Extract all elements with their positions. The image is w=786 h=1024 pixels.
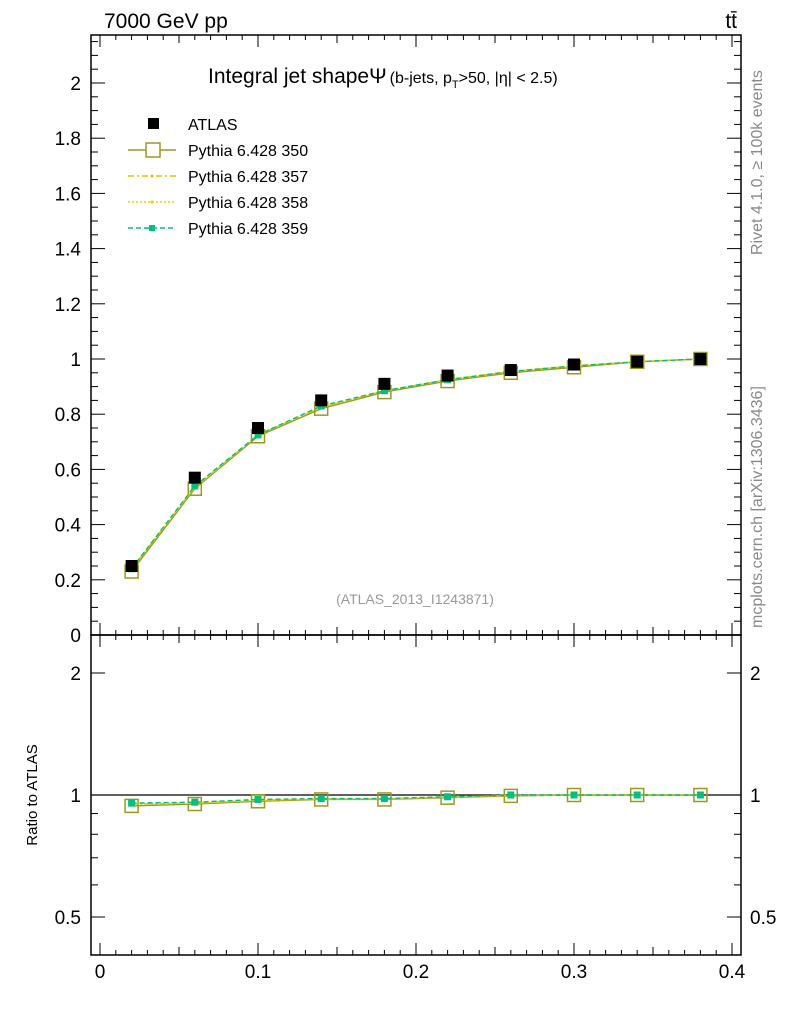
legend-atlas-marker bbox=[148, 118, 159, 129]
y-tick-label: 0 bbox=[70, 626, 81, 647]
pythia-350-marker bbox=[377, 792, 392, 807]
ratio-y-tick-label: 0.5 bbox=[55, 908, 81, 929]
atlas-data-point bbox=[378, 377, 391, 390]
ratio-y-tick-label-right: 1 bbox=[750, 786, 761, 807]
y-tick-label: 1.6 bbox=[55, 184, 81, 205]
legend-label: Pythia 6.428 350 bbox=[188, 143, 308, 160]
legend-label: Pythia 6.428 358 bbox=[188, 195, 308, 212]
atlas-data-point bbox=[694, 353, 707, 365]
ratio-y-tick-label: 1 bbox=[70, 786, 81, 807]
y-tick-label: 1.2 bbox=[55, 295, 81, 316]
pythia-359-marker bbox=[191, 798, 199, 806]
header-energy: 7000 GeV pp bbox=[104, 10, 228, 33]
pythia-350-marker bbox=[124, 798, 139, 814]
pythia-359-marker bbox=[570, 791, 578, 799]
legend-marker bbox=[149, 225, 155, 231]
ratio-ylabel: Ratio to ATLAS bbox=[24, 744, 41, 845]
rivet-label: Rivet 4.1.0, ≥ 100k events bbox=[749, 70, 766, 255]
ratio-y-tick-label: 2 bbox=[70, 664, 81, 685]
series-line-pythia-6-428-350 bbox=[131, 794, 701, 807]
pythia-359-marker bbox=[128, 799, 136, 807]
ratio-y-tick-label-right: 0.5 bbox=[750, 908, 776, 929]
pythia-350-marker bbox=[250, 794, 266, 809]
legend-marker bbox=[145, 142, 161, 158]
x-tick-label: 0.4 bbox=[719, 962, 746, 983]
x-tick-label: 0.3 bbox=[561, 962, 587, 983]
pythia-359-marker bbox=[254, 431, 262, 439]
atlas-data-point bbox=[631, 355, 644, 368]
legend-label: ATLAS bbox=[188, 117, 238, 134]
y-tick-label: 1.4 bbox=[55, 240, 82, 261]
y-tick-label: 0.8 bbox=[55, 405, 81, 426]
y-tick-label: 1.8 bbox=[55, 129, 81, 150]
atlas-data-point bbox=[504, 364, 517, 377]
chart-title: Integral jet shapeΨ (b-jets, pT>50, |η| <… bbox=[208, 65, 558, 91]
pythia-359-marker bbox=[380, 795, 388, 803]
pythia-359-marker bbox=[507, 791, 515, 799]
header-process: tt̄ bbox=[725, 10, 737, 33]
pythia-359-marker bbox=[254, 795, 262, 803]
x-tick-label: 0.1 bbox=[245, 962, 271, 983]
series-line-pythia-6-428-359 bbox=[131, 358, 701, 570]
analysis-id: (ATLAS_2013_I1243871) bbox=[336, 591, 494, 607]
y-tick-label: 0.2 bbox=[55, 571, 81, 592]
legend-label: Pythia 6.428 357 bbox=[188, 169, 308, 186]
atlas-data-point bbox=[188, 471, 201, 484]
pythia-359-marker bbox=[380, 387, 388, 395]
series-line-pythia-6-428-359 bbox=[131, 794, 701, 804]
ratio-y-tick-label-right: 2 bbox=[750, 664, 761, 685]
atlas-data-point bbox=[568, 358, 580, 371]
x-tick-label: 0 bbox=[95, 962, 106, 983]
series-line-pythia-6-428-350 bbox=[131, 358, 701, 572]
y-tick-label: 2 bbox=[70, 74, 81, 95]
pythia-359-marker bbox=[696, 791, 704, 799]
legend-marker bbox=[150, 174, 154, 178]
legend-label: Pythia 6.428 359 bbox=[188, 221, 308, 238]
y-tick-label: 0.4 bbox=[55, 516, 82, 537]
pythia-359-marker bbox=[191, 482, 199, 490]
series-line-pythia-6-428-358 bbox=[131, 358, 701, 570]
atlas-data-point bbox=[441, 369, 454, 382]
atlas-data-point bbox=[125, 560, 138, 572]
legend-marker bbox=[150, 200, 154, 204]
x-tick-label: 0.2 bbox=[403, 962, 429, 983]
pythia-359-marker bbox=[444, 793, 452, 801]
series-line-pythia-6-428-357 bbox=[131, 358, 701, 570]
mcplots-label: mcplots.cern.ch [arXiv:1306.3436] bbox=[749, 386, 766, 628]
y-tick-label: 1 bbox=[70, 350, 81, 371]
series-line-pythia-6-428-358 bbox=[131, 794, 701, 805]
pythia-350-marker bbox=[187, 796, 203, 812]
atlas-data-point bbox=[252, 422, 264, 434]
y-tick-label: 0.6 bbox=[55, 460, 81, 481]
pythia-359-marker bbox=[633, 791, 641, 799]
pythia-359-marker bbox=[317, 795, 325, 803]
atlas-data-point bbox=[315, 394, 328, 407]
